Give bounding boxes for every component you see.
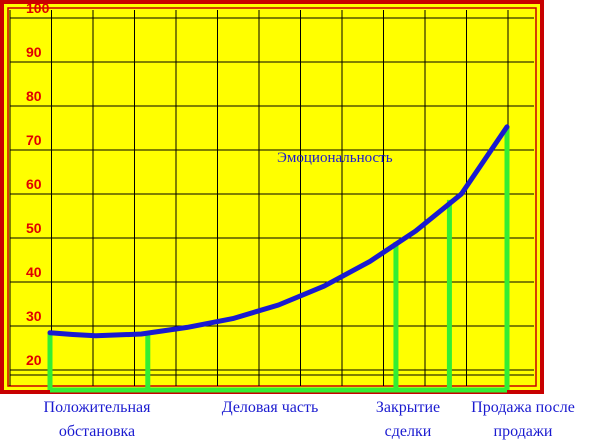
series-line xyxy=(47,124,510,339)
y-tick-label: 90 xyxy=(26,44,42,60)
series-label: Эмоциональность xyxy=(277,150,393,166)
chart-grid xyxy=(9,10,534,386)
y-tick-label: 70 xyxy=(26,132,42,148)
x-category-after-sale: Продажа после продажи xyxy=(471,399,575,440)
chart-frame xyxy=(0,0,544,394)
y-tick-label: 60 xyxy=(26,176,42,192)
y-tick-labels: 20 30 40 50 60 70 80 90 100 xyxy=(26,0,50,368)
y-tick-label: 20 xyxy=(26,352,42,368)
marker-bars xyxy=(47,126,510,393)
chart-svg: 20 30 40 50 60 70 80 90 100 Эмоциональность xyxy=(0,0,544,394)
y-tick-label: 40 xyxy=(26,264,42,280)
y-tick-label: 80 xyxy=(26,88,42,104)
y-tick-label: 100 xyxy=(26,0,50,16)
x-category-positive-setting: Положительная обстановка xyxy=(43,399,151,440)
series-lines xyxy=(47,124,510,339)
chart-border xyxy=(0,0,544,394)
x-category-business-part: Деловая часть xyxy=(221,399,319,416)
y-tick-label: 30 xyxy=(26,308,42,324)
chart-inner-border xyxy=(7,7,537,387)
y-tick-label: 50 xyxy=(26,220,42,236)
x-category-deal-closing: Закрытие сделки xyxy=(375,399,441,440)
